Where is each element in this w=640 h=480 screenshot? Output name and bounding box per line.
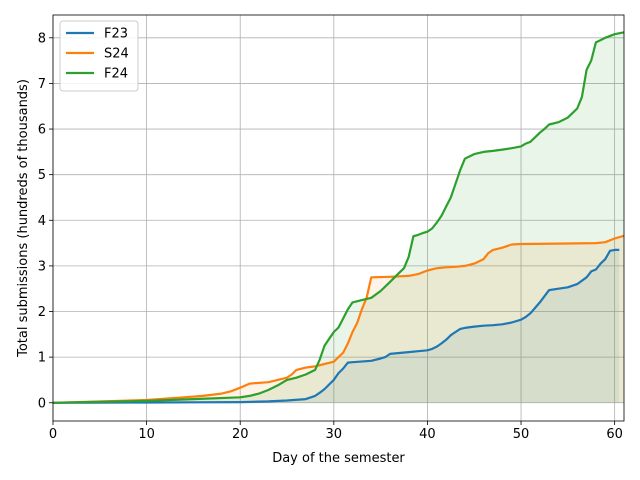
y-tick-label: 1: [38, 351, 46, 366]
legend: F23 S24 F24: [59, 20, 139, 92]
y-tick-label: 8: [38, 31, 46, 46]
x-tick-label: 60: [606, 427, 623, 442]
y-tick-label: 4: [38, 214, 46, 229]
x-axis-label: Day of the semester: [272, 451, 405, 466]
grid: [52, 15, 624, 421]
y-tick-label: 3: [38, 259, 46, 274]
y-tick-label: 7: [38, 77, 46, 92]
x-tick-label: 30: [326, 427, 343, 442]
legend-label-s24: S24: [104, 47, 129, 62]
series-line-f24: [52, 31, 625, 404]
x-tick-label: 20: [232, 427, 249, 442]
x-tick-label: 0: [49, 427, 57, 442]
y-tick-label: 0: [38, 396, 46, 411]
x-tick-label: 40: [419, 427, 436, 442]
y-tick-label: 5: [38, 168, 46, 183]
series-fill-s24: [53, 235, 624, 403]
legend-label-f24: F24: [104, 67, 128, 82]
series-fill-f24: [53, 32, 624, 403]
series-fills: [53, 32, 624, 403]
series-line-f23: [52, 248, 620, 404]
y-axis-label: Total submissions (hundreds of thousands…: [16, 79, 31, 358]
series-lines: [52, 31, 625, 404]
y-tick-label: 2: [38, 305, 46, 320]
series-line-s24: [52, 234, 625, 404]
legend-label-f23: F23: [104, 27, 128, 42]
series-fill-f23: [53, 249, 620, 403]
x-tick-label: 50: [513, 427, 530, 442]
plot-frame: [52, 14, 625, 422]
axis-ticks: 0 10 20 30 40 50 60 0 1 2 3 4 5 6 7 8: [38, 31, 623, 442]
x-tick-label: 10: [138, 427, 155, 442]
y-tick-label: 6: [38, 123, 46, 138]
